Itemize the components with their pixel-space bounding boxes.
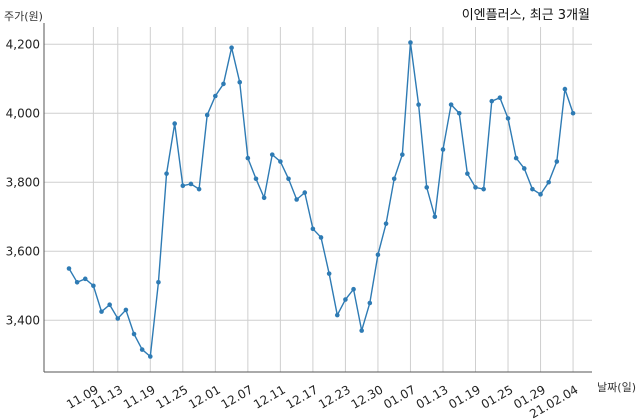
price-point — [473, 185, 478, 190]
price-point — [400, 152, 405, 157]
price-point — [343, 297, 348, 302]
x-tick-label: 01.07 — [381, 382, 418, 411]
price-point — [326, 271, 332, 276]
price-point — [359, 328, 364, 333]
price-point — [229, 45, 234, 50]
price-point — [107, 302, 112, 308]
price-point — [74, 280, 80, 285]
price-point — [375, 252, 381, 257]
price-point — [408, 40, 413, 45]
price-point — [505, 116, 511, 121]
price-point — [554, 159, 560, 164]
price-point — [213, 93, 218, 99]
price-point — [66, 266, 72, 271]
x-tick-label: 01.19 — [446, 382, 483, 411]
chart-title: 이엔플러스, 최근 3개월 — [462, 8, 590, 23]
price-point — [180, 183, 186, 188]
price-point — [245, 155, 251, 161]
price-point — [570, 110, 576, 116]
price-point — [131, 331, 137, 337]
x-tick-label: 12.01 — [186, 382, 223, 411]
price-point — [261, 195, 267, 201]
price-point — [148, 354, 153, 359]
price-point — [310, 226, 316, 232]
x-tick-label: 12.30 — [349, 382, 386, 411]
price-point — [481, 186, 486, 192]
price-point — [123, 307, 129, 313]
price-point — [278, 159, 283, 164]
price-point — [188, 181, 194, 187]
price-point — [383, 221, 389, 226]
price-point — [432, 214, 438, 220]
price-point — [318, 235, 324, 240]
x-tick-label: 11.25 — [154, 382, 191, 411]
price-point — [237, 79, 243, 85]
x-tick-label: 12.11 — [251, 382, 288, 411]
x-tick-label: 11.19 — [121, 382, 158, 411]
price-point — [367, 300, 373, 306]
price-point — [172, 121, 177, 126]
price-point — [465, 171, 470, 176]
price-point — [456, 110, 462, 116]
y-tick-label: 3,400 — [6, 313, 40, 327]
x-tick-label: 01.13 — [414, 382, 451, 411]
price-point — [521, 166, 527, 171]
price-point — [139, 347, 145, 352]
price-point — [82, 276, 88, 282]
x-tick-label: 12.17 — [284, 382, 321, 411]
price-line — [68, 42, 574, 358]
x-tick-label: 01.25 — [479, 382, 516, 411]
price-point — [115, 316, 121, 321]
price-point — [99, 309, 104, 314]
price-point — [448, 102, 454, 107]
price-point — [253, 176, 259, 182]
tick-labels: 3,4003,6003,8004,0004,20011.0911.1311.19… — [6, 37, 581, 419]
price-point — [497, 95, 503, 101]
x-tick-label: 12.07 — [219, 382, 256, 411]
price-point — [424, 185, 430, 190]
price-point — [489, 98, 495, 104]
price-point — [196, 186, 202, 192]
price-point — [334, 312, 340, 318]
axes — [43, 23, 592, 373]
price-series — [66, 40, 576, 359]
x-axis-title: 날짜(일) — [597, 380, 636, 394]
price-point — [294, 197, 299, 202]
price-point — [91, 283, 96, 289]
price-point — [204, 112, 210, 118]
price-point — [562, 86, 568, 92]
price-point — [416, 102, 421, 107]
y-axis-title: 주가(원) — [4, 10, 43, 23]
price-point — [221, 81, 226, 87]
price-point — [302, 190, 308, 195]
price-point — [164, 171, 169, 176]
price-point — [156, 280, 161, 285]
y-tick-label: 4,200 — [6, 37, 40, 51]
price-point — [351, 286, 356, 292]
y-tick-label: 4,000 — [6, 106, 40, 120]
price-point — [546, 179, 551, 185]
price-point — [530, 186, 535, 192]
y-tick-label: 3,600 — [6, 244, 40, 258]
y-tick-label: 3,800 — [6, 175, 40, 189]
grid-lines — [44, 27, 592, 372]
price-point — [538, 192, 543, 197]
price-point — [269, 152, 275, 157]
price-point — [440, 147, 446, 152]
price-point — [391, 176, 397, 182]
x-tick-label: 12.23 — [316, 382, 353, 411]
price-point — [286, 176, 291, 182]
price-point — [513, 155, 519, 161]
